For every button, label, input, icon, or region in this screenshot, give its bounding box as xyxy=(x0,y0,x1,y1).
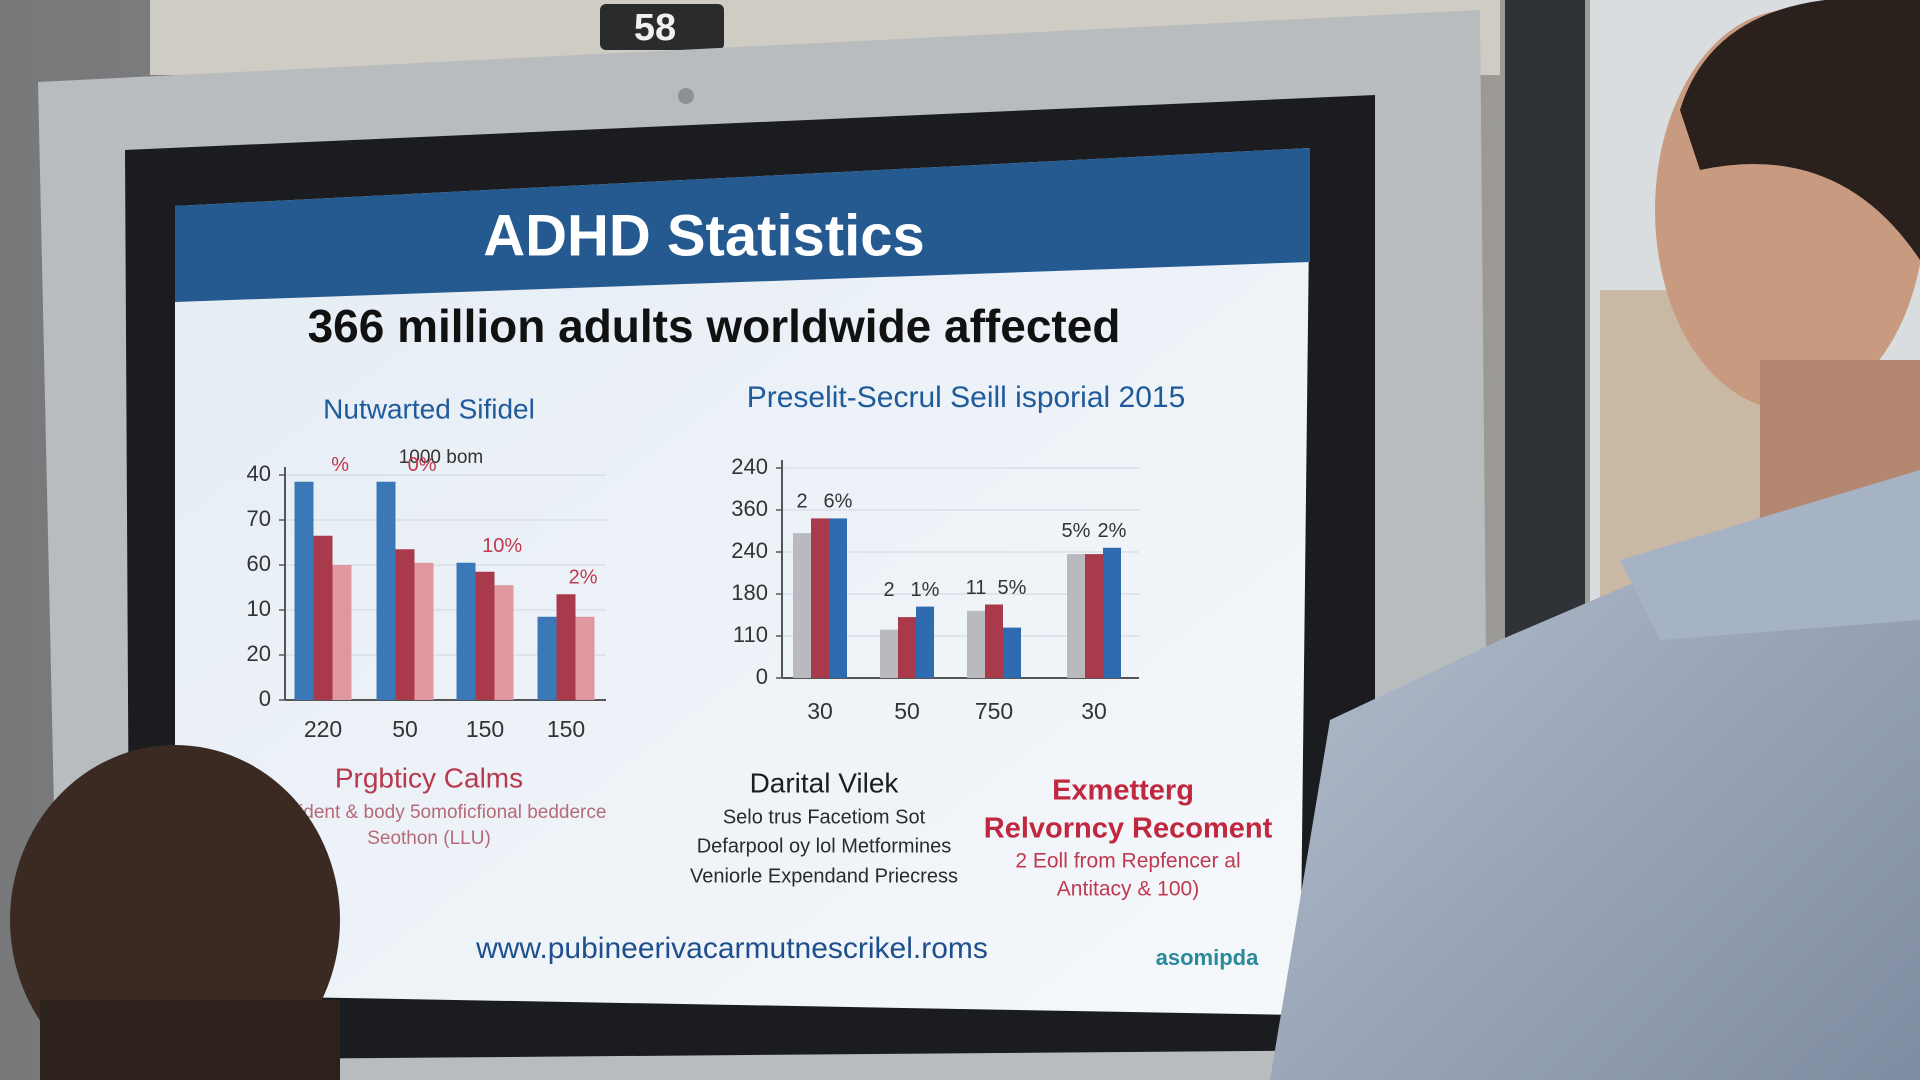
bar xyxy=(967,610,985,678)
man-collar xyxy=(1620,470,1920,640)
y-tick-label: 60 xyxy=(247,551,271,576)
x-tick-label: 30 xyxy=(1081,698,1107,724)
bar xyxy=(898,617,916,678)
section-line: Selo trus Facetiom Sot xyxy=(723,806,926,828)
data-annotation: 0% xyxy=(408,454,437,476)
bar xyxy=(916,606,934,678)
x-tick-label: 50 xyxy=(894,698,920,724)
data-annotation: 2 xyxy=(883,579,894,601)
y-tick-label: 240 xyxy=(731,538,768,563)
y-tick-label: 180 xyxy=(731,580,768,605)
bar xyxy=(494,585,514,700)
bar xyxy=(1085,554,1103,678)
x-tick-label: 50 xyxy=(392,716,418,742)
bar xyxy=(313,535,333,700)
viewer-neck xyxy=(40,1000,340,1080)
y-tick-label: 110 xyxy=(733,622,768,647)
room-number: 58 xyxy=(634,7,676,49)
bar xyxy=(294,481,314,700)
x-tick-label: 750 xyxy=(975,698,1013,724)
room-plate xyxy=(600,4,724,50)
section-heading: Darital Vilek xyxy=(750,767,900,798)
camera xyxy=(678,88,694,104)
bar xyxy=(880,629,898,678)
bar xyxy=(1103,547,1121,678)
bar xyxy=(556,594,576,700)
chart-title: Nutwarted Sifidel xyxy=(323,393,535,424)
section-line: Seothon (LLU) xyxy=(367,828,491,849)
bar xyxy=(985,604,1003,678)
viewer-head xyxy=(10,745,340,1080)
slide-title: ADHD Statistics xyxy=(483,203,925,268)
section-line: Defarpool oy lol Metformines xyxy=(697,835,952,857)
url: www.pubineerivacarmutnescrikel.roms xyxy=(475,932,988,965)
data-annotation: 2% xyxy=(569,567,598,589)
data-annotation: 10% xyxy=(482,535,522,557)
data-annotation: 11 xyxy=(966,577,987,599)
section-heading: Prgbticy Calms xyxy=(335,762,523,793)
bar xyxy=(475,571,495,700)
section-subheading: Relvorncy Recoment xyxy=(984,813,1273,845)
y-tick-label: 20 xyxy=(247,641,271,666)
bar xyxy=(456,562,476,700)
data-annotation: 5% xyxy=(998,577,1027,599)
x-tick-label: 220 xyxy=(304,716,342,742)
section-line: Antitacy & 100) xyxy=(1057,878,1199,901)
people xyxy=(10,0,1920,1080)
logo: asomipda xyxy=(1156,945,1259,970)
headline: 366 million adults worldwide affected xyxy=(308,300,1121,352)
man-hair xyxy=(1680,0,1920,260)
y-tick-label: 10 xyxy=(247,596,271,621)
x-tick-label: 30 xyxy=(807,698,833,724)
data-annotation: 2 xyxy=(796,491,807,513)
y-tick-label: 360 xyxy=(731,496,768,521)
data-annotation: 2% xyxy=(1098,520,1127,542)
bar xyxy=(414,562,434,700)
y-tick-label: 240 xyxy=(731,454,768,479)
chart-title: Preselit-Secrul Seill isporial 2015 xyxy=(747,381,1186,414)
y-tick-label: 70 xyxy=(247,506,271,531)
x-tick-label: 150 xyxy=(547,716,585,742)
bar xyxy=(811,518,829,678)
y-tick-label: 0 xyxy=(756,664,768,689)
section-heading: Exmetterg xyxy=(1052,775,1194,807)
slide-header xyxy=(175,148,1310,302)
y-tick-label: 0 xyxy=(259,686,271,711)
section-line: Veniorle Expendand Priecress xyxy=(690,865,958,887)
bar xyxy=(575,616,595,700)
data-annotation: 1% xyxy=(911,579,940,601)
data-annotation: % xyxy=(331,454,349,476)
y-tick-label: 40 xyxy=(247,461,271,486)
bar xyxy=(829,518,847,678)
bar xyxy=(376,481,396,700)
x-tick-label: 150 xyxy=(466,716,504,742)
slide xyxy=(175,148,1310,1015)
data-annotation: 5% xyxy=(1062,520,1091,542)
bar xyxy=(395,549,415,700)
chart-subtitle: 1000 bom xyxy=(399,447,484,468)
bar xyxy=(332,565,352,700)
section-line: Mpopident & body 5omoficfional bedderce xyxy=(252,802,607,823)
bar xyxy=(537,616,557,700)
section-line: 2 Eoll from Repfencer al xyxy=(1015,850,1240,873)
data-annotation: 6% xyxy=(824,491,853,513)
bar xyxy=(1067,554,1085,678)
bar xyxy=(1003,627,1021,678)
bar xyxy=(793,533,811,678)
